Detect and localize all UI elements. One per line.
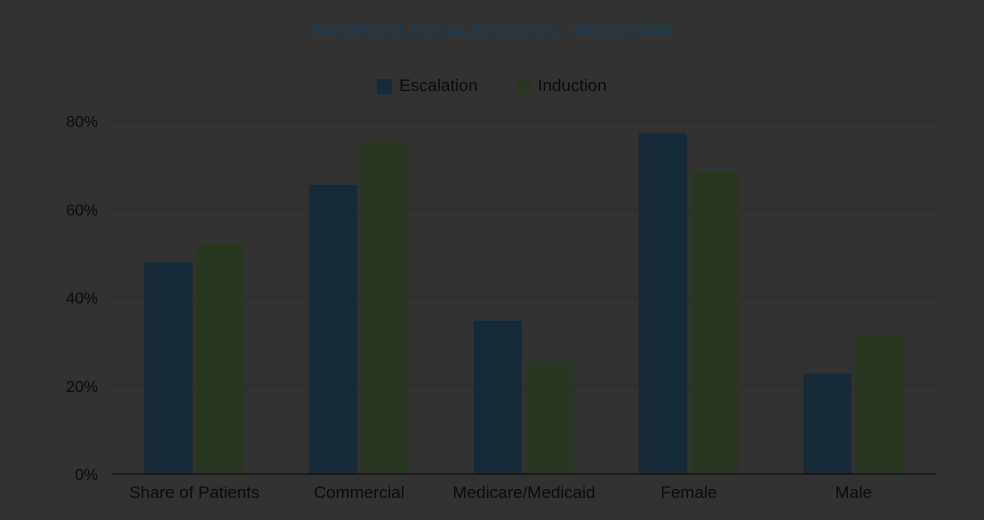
y-tick-label: 40% — [66, 291, 98, 308]
y-tick-label: 0% — [75, 467, 98, 484]
bar-induction-commercial — [361, 141, 410, 474]
bar-induction-male — [855, 335, 904, 474]
bar-induction-share-of-patients — [196, 244, 245, 474]
chart-title: PATIENTS: ESCALATION VS. INDUCTION — [311, 22, 673, 41]
bar-escalation-male — [803, 373, 852, 474]
y-tick-label: 20% — [66, 379, 98, 396]
x-tick-label: Male — [835, 483, 872, 502]
bar-escalation-share-of-patients — [144, 262, 193, 474]
legend-label-escalation: Escalation — [399, 76, 478, 95]
y-tick-label: 60% — [66, 202, 98, 219]
bar-escalation-female — [638, 133, 687, 475]
legend-label-induction: Induction — [537, 76, 607, 95]
legend-swatch-induction — [515, 78, 531, 94]
x-tick-label: Commercial — [314, 483, 405, 502]
chart-legend: Escalation Induction — [0, 76, 984, 96]
bar-escalation-commercial — [309, 184, 358, 474]
legend-item-induction: Induction — [515, 76, 607, 96]
legend-item-escalation: Escalation — [377, 76, 478, 96]
y-tick-label: 80% — [66, 114, 98, 131]
x-tick-label: Share of Patients — [129, 483, 259, 502]
x-tick-label: Female — [660, 483, 717, 502]
x-tick-label: Medicare/Medicaid — [453, 483, 596, 502]
bar-induction-female — [690, 172, 739, 474]
legend-swatch-escalation — [377, 78, 393, 94]
bar-induction-medicare-medicaid — [526, 362, 574, 474]
bar-escalation-medicare-medicaid — [474, 320, 522, 474]
